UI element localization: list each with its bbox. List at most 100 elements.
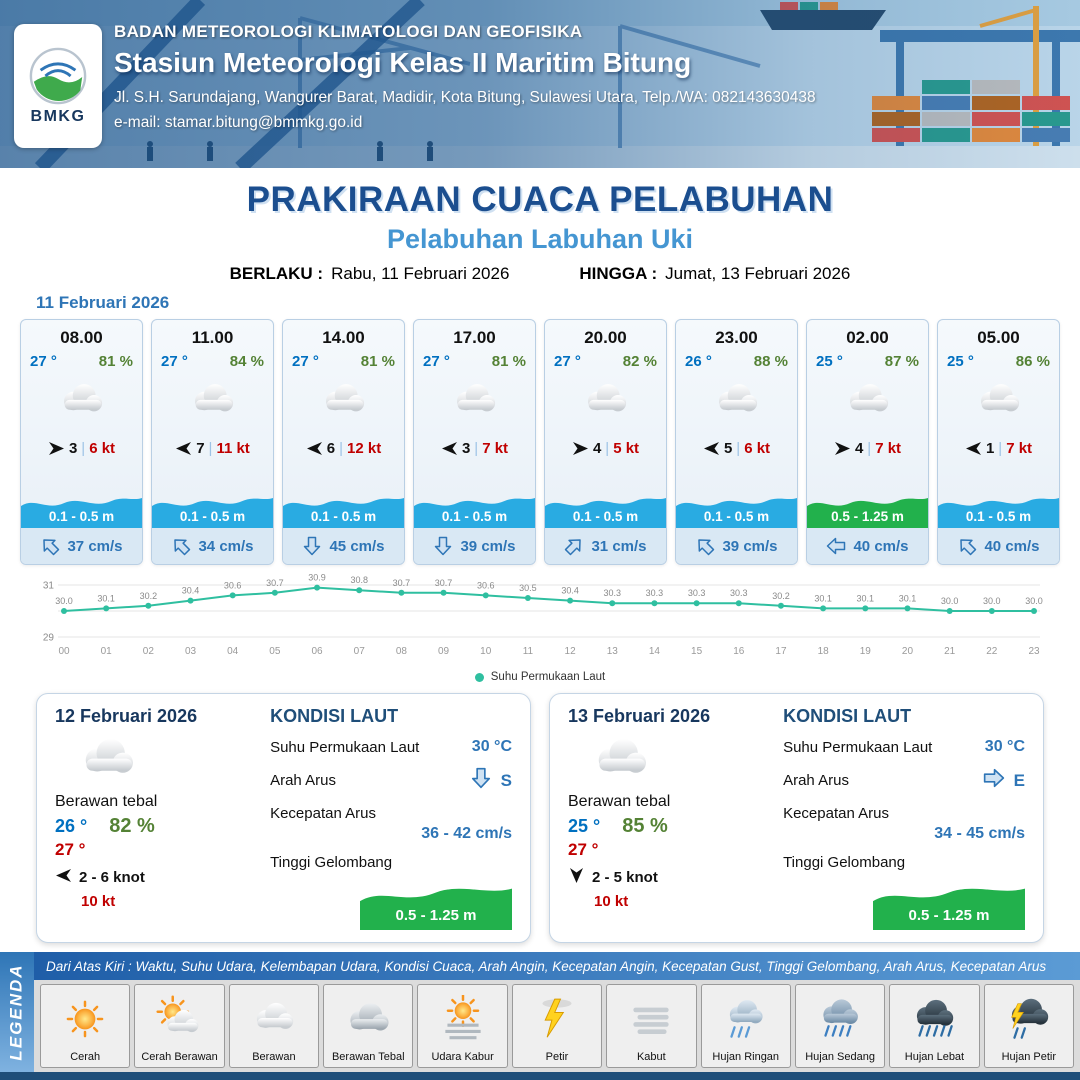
humidity: 84 %: [229, 353, 264, 370]
forecast-card: 20.00 27 ° 82 % 4 | 5 kt 0.1 - 0.5 m 31 …: [544, 319, 667, 565]
current-row: 31 cm/s: [545, 528, 666, 564]
cloud-weather-icon: [69, 729, 256, 791]
wave-shape: [152, 498, 273, 528]
wave-height: 0.5 - 1.25 m: [831, 509, 904, 524]
rain-light-icon: [718, 987, 774, 1051]
svg-text:30.3: 30.3: [603, 588, 621, 598]
wind-row: 5 | 6 kt: [676, 440, 797, 457]
daily-forecast-card: 13 Februari 2026 Berawan tebal 25 ° 85 %…: [549, 693, 1044, 943]
wind-row: 3 | 6 kt: [21, 440, 142, 457]
wave-height: 0.1 - 0.5 m: [572, 509, 639, 524]
current-speed: 45 cm/s: [329, 537, 385, 555]
current-direction-row: Arah Arus S: [270, 767, 512, 794]
temp-humidity-row: 25 ° 85 %: [568, 815, 769, 838]
current-speed-row: Kecepatan Arus: [270, 805, 512, 822]
svg-text:30.1: 30.1: [814, 593, 832, 603]
divider: |: [474, 440, 479, 457]
temperature: 27 °: [554, 353, 581, 370]
wind-speed: 4: [854, 440, 864, 457]
current-direction-icon: [302, 536, 322, 556]
sst-value: 30 °C: [984, 738, 1025, 755]
wind-gust: 6 kt: [744, 440, 771, 457]
current-direction-icon: [40, 536, 60, 556]
wind-direction-icon: [175, 441, 192, 456]
svg-text:30.6: 30.6: [477, 580, 495, 590]
svg-text:17: 17: [775, 646, 787, 657]
svg-text:19: 19: [860, 646, 872, 657]
lightning-icon: [529, 987, 585, 1051]
humidity: 81 %: [491, 353, 526, 370]
bottom-bar: [0, 1072, 1080, 1080]
wave-shape: [545, 498, 666, 528]
forecast-card: 23.00 26 ° 88 % 5 | 6 kt 0.1 - 0.5 m 39 …: [675, 319, 798, 565]
sea-section-title: KONDISI LAUT: [783, 706, 912, 726]
wave-height-label: Tinggi Gelombang: [270, 854, 393, 871]
wind-speed: 4: [592, 440, 602, 457]
current-direction-icon: [470, 767, 492, 794]
wave-height-badge: 0.5 - 1.25 m: [360, 880, 512, 930]
temp-humidity-row: 25 ° 87 %: [807, 348, 928, 370]
daily-date: 13 Februari 2026: [568, 706, 711, 726]
svg-text:21: 21: [944, 646, 956, 657]
svg-text:08: 08: [396, 646, 408, 657]
wind-direction-icon: [55, 868, 72, 887]
daily-weather-column: 13 Februari 2026 Berawan tebal 25 ° 85 %…: [568, 706, 769, 930]
legend-item-cerah: Cerah: [40, 984, 131, 1068]
legend-label: Kabut: [636, 1051, 666, 1063]
wave-shape: [21, 498, 142, 528]
wind-row: 2 - 5 knot: [568, 868, 769, 887]
wind-speed: 3: [461, 440, 471, 457]
time-label: 08.00: [60, 328, 103, 347]
wind-direction-icon: [572, 441, 589, 456]
legend-label: Hujan Ringan: [712, 1051, 780, 1063]
current-speed-label: Kecepatan Arus: [270, 805, 376, 822]
wind-direction-icon: [48, 441, 65, 456]
page-title: PRAKIRAAN CUACA PELABUHAN: [246, 180, 834, 219]
svg-text:30.2: 30.2: [772, 591, 790, 601]
legend-side-label: LEGENDA: [7, 963, 26, 1061]
divider: |: [867, 440, 872, 457]
chart-legend: Suhu Permukaan Laut: [36, 671, 1044, 683]
forecast-cards-row: 08.00 27 ° 81 % 3 | 6 kt 0.1 - 0.5 m 3 7 …: [0, 319, 1080, 565]
wind-speed: 2 - 6 knot: [79, 869, 145, 886]
condition-label: Berawan tebal: [55, 793, 158, 810]
svg-text:30.1: 30.1: [899, 593, 917, 603]
wave-height-band: 0.1 - 0.5 m: [938, 488, 1059, 528]
legend-label: Cerah Berawan: [141, 1051, 218, 1063]
sst-label: Suhu Permukaan Laut: [270, 738, 420, 756]
svg-text:30.4: 30.4: [561, 586, 579, 596]
wind-direction-icon: [568, 868, 585, 887]
wave-height-band: 0.5 - 1.25 m: [807, 488, 928, 528]
wave-height: 0.1 - 0.5 m: [965, 509, 1032, 524]
svg-text:30.4: 30.4: [182, 586, 200, 596]
wave-shape: [414, 498, 535, 528]
station-address: Jl. S.H. Sarundajang, Wangurer Barat, Ma…: [114, 89, 816, 106]
svg-text:22: 22: [986, 646, 998, 657]
current-speed-label: Kecepatan Arus: [783, 805, 889, 822]
wave-height: 0.5 - 1.25 m: [908, 907, 990, 924]
svg-text:20: 20: [902, 646, 914, 657]
station-email: e-mail: stamar.bitung@bmmkg.go.id: [114, 114, 363, 131]
divider: |: [998, 440, 1003, 457]
forecast-card: 11.00 27 ° 84 % 7 | 11 kt 0.1 - 0.5 m 34…: [151, 319, 274, 565]
forecast-card: 02.00 25 ° 87 % 4 | 7 kt 0.5 - 1.25 m 40…: [806, 319, 929, 565]
wind-speed: 1: [985, 440, 995, 457]
temperature: 25 °: [816, 353, 843, 370]
condition-label: Berawan tebal: [568, 793, 671, 810]
wind-row: 7 | 11 kt: [152, 440, 273, 457]
forecast-card: 17.00 27 ° 81 % 3 | 7 kt 0.1 - 0.5 m 39 …: [413, 319, 536, 565]
wave-height: 0.1 - 0.5 m: [441, 509, 508, 524]
svg-text:30.7: 30.7: [435, 578, 453, 588]
rain-heavy-icon: [906, 987, 962, 1051]
daily-forecast-card: 12 Februari 2026 Berawan tebal 26 ° 82 %…: [36, 693, 531, 943]
temp-humidity-row: 27 ° 81 %: [21, 348, 142, 370]
svg-text:30.6: 30.6: [224, 580, 242, 590]
current-speed: 36 - 42 cm/s: [421, 825, 512, 842]
cloud-weather-icon: [414, 376, 535, 430]
legend-item-cerah-berawan: Cerah Berawan: [134, 984, 225, 1068]
cloud-icon: [246, 987, 302, 1051]
svg-text:30.9: 30.9: [308, 573, 326, 583]
legend-label: Berawan Tebal: [331, 1051, 405, 1063]
wind-gust: 12 kt: [347, 440, 382, 457]
